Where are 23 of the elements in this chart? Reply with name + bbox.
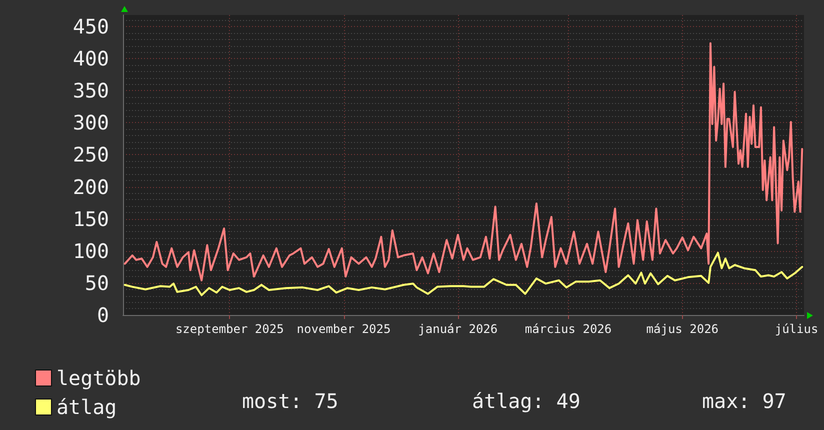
x-tick-label: július xyxy=(774,322,818,336)
legend-label: átlag xyxy=(56,395,117,419)
x-tick-label: november 2025 xyxy=(296,322,391,336)
x-tick-label: január 2026 xyxy=(418,322,498,336)
x-tick-label: szeptember 2025 xyxy=(175,322,284,336)
x-tick-label: május 2026 xyxy=(646,322,719,336)
y-tick-label: 300 xyxy=(72,110,109,135)
text: most: 75 xyxy=(242,389,338,413)
y-tick-label: 100 xyxy=(72,238,109,263)
line-series xyxy=(124,252,804,296)
y-tick-label: 50 xyxy=(84,270,109,295)
y-tick-label: 400 xyxy=(72,46,109,71)
y-tick-label: 150 xyxy=(72,206,109,231)
legend-label: legtöbb xyxy=(56,366,141,390)
y-tick-label: 250 xyxy=(72,142,109,167)
y-tick-label: 350 xyxy=(72,78,109,103)
y-tick-label: 200 xyxy=(72,174,109,199)
line-series xyxy=(124,42,804,282)
y-tick-label: 0 xyxy=(96,303,109,327)
text: átlag: 49 xyxy=(472,389,580,413)
y-tick-label: 450 xyxy=(72,14,109,39)
x-tick-label: március 2026 xyxy=(524,322,612,336)
text: max: 97 xyxy=(702,389,786,413)
